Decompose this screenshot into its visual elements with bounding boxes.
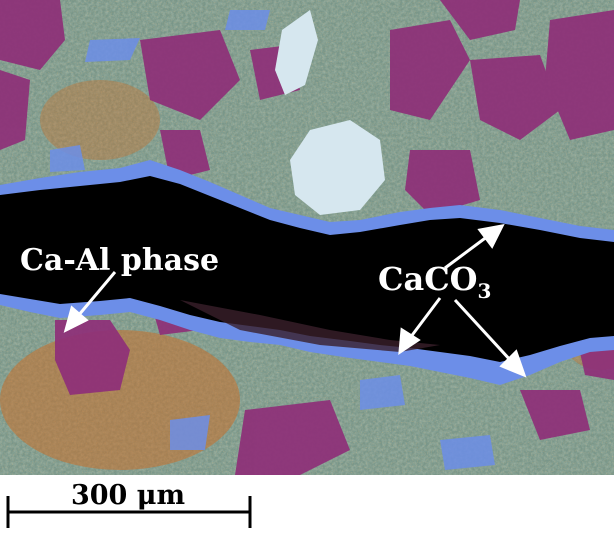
annotation-arrows [63, 223, 527, 378]
ca-al-phase-label: Ca-Al phase [20, 243, 219, 278]
caco3-label-subscript: 3 [478, 279, 492, 303]
crack-dark-fringe [180, 300, 440, 352]
caco3-label: CaCO3 [378, 260, 491, 303]
pale-grain [275, 10, 318, 95]
scale-bar [6, 496, 252, 528]
micrograph-image: Ca-Al phase CaCO3 [0, 0, 614, 475]
blue-grains [50, 10, 495, 470]
crack [0, 176, 614, 362]
pale-grain [290, 120, 385, 215]
orange-zone [40, 80, 160, 160]
caco3-label-main: CaCO [378, 260, 478, 298]
scale-bar-label: 300 μm [70, 480, 186, 511]
